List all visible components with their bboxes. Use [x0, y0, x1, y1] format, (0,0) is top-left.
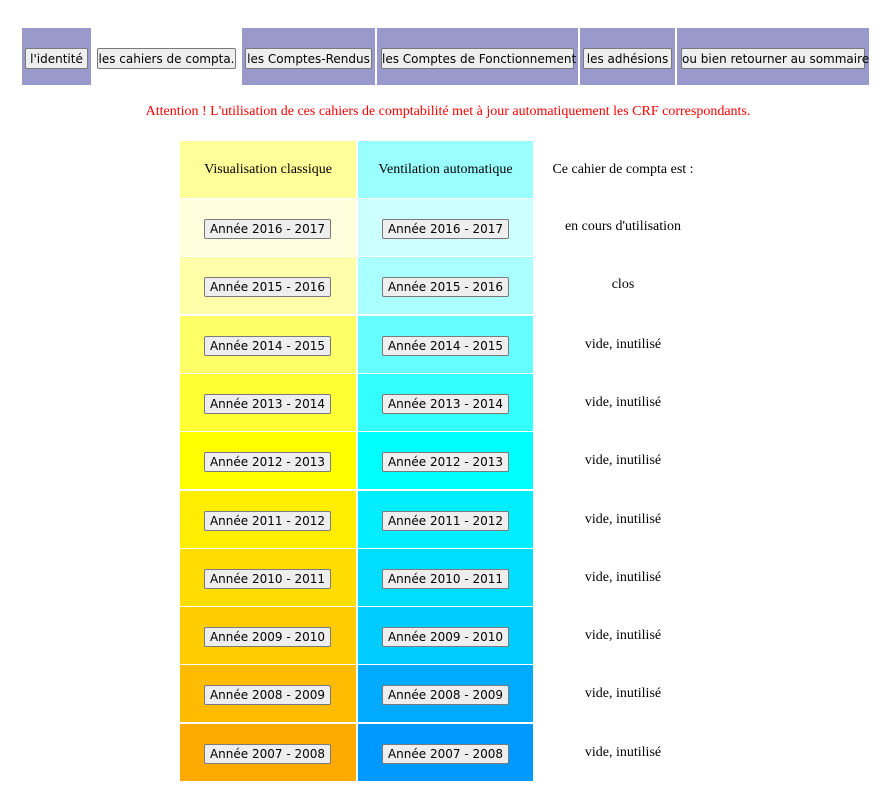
year-ventilation-button[interactable]: Année 2010 - 2011	[382, 569, 509, 589]
year-classique-button[interactable]: Année 2016 - 2017	[204, 219, 331, 239]
table-row: Année 2013 - 2014 Année 2013 - 2014 vide, …	[180, 374, 713, 431]
table-row: Année 2011 - 2012 Année 2011 - 2012 vide, …	[180, 491, 713, 548]
cell-ventilation-automatique: Année 2012 - 2013	[358, 432, 533, 489]
year-classique-button[interactable]: Année 2008 - 2009	[204, 685, 331, 705]
nav-adhesions-button[interactable]: les adhésions	[583, 48, 672, 69]
year-classique-button[interactable]: Année 2012 - 2013	[204, 452, 331, 472]
cell-visualisation-classique: Année 2008 - 2009	[180, 665, 356, 722]
cell-visualisation-classique: Année 2014 - 2015	[180, 316, 356, 373]
cell-visualisation-classique: Année 2013 - 2014	[180, 374, 356, 431]
year-ventilation-button[interactable]: Année 2013 - 2014	[382, 394, 509, 414]
table-row: Année 2012 - 2013 Année 2012 - 2013 vide, …	[180, 432, 713, 489]
nav-comptes-rendus-button[interactable]: les Comptes-Rendus	[245, 48, 372, 69]
cell-visualisation-classique: Année 2012 - 2013	[180, 432, 356, 489]
attention-message: Attention ! L'utilisation de ces cahiers…	[145, 104, 751, 119]
header-ventilation-automatique: Ventilation automatique	[358, 141, 533, 198]
status-text: clos	[611, 277, 635, 292]
cell-visualisation-classique: Année 2007 - 2008	[180, 724, 356, 781]
table-row: Année 2009 - 2010 Année 2009 - 2010 vide, …	[180, 607, 713, 664]
table-row: Année 2015 - 2016 Année 2015 - 2016 clos	[180, 257, 713, 314]
cell-visualisation-classique: Année 2015 - 2016	[180, 257, 356, 314]
year-ventilation-button[interactable]: Année 2015 - 2016	[382, 277, 509, 297]
status-text: vide, inutilisé	[584, 336, 662, 352]
top-navigation: l'identité les cahiers de compta. les Co…	[22, 28, 869, 85]
status-text: vide, inutilisé	[584, 744, 662, 760]
status-text: vide, inutilisé	[584, 569, 662, 585]
header-visualisation-classique: Visualisation classique	[180, 141, 356, 198]
status-text: vide, inutilisé	[584, 511, 662, 527]
year-classique-button[interactable]: Année 2014 - 2015	[204, 336, 331, 356]
cell-ventilation-automatique: Année 2011 - 2012	[358, 491, 533, 548]
status-text: vide, inutilisé	[584, 685, 662, 701]
table-row: Année 2016 - 2017 Année 2016 - 2017 en cou…	[180, 199, 713, 256]
year-ventilation-button[interactable]: Année 2009 - 2010	[382, 627, 509, 647]
table-row: Année 2008 - 2009 Année 2008 - 2009 vide, …	[180, 665, 713, 722]
nav-cahiers-button[interactable]: les cahiers de compta.	[97, 48, 236, 69]
cell-visualisation-classique: Année 2010 - 2011	[180, 549, 356, 606]
nav-sommaire-button[interactable]: ou bien retourner au sommaire	[681, 48, 869, 69]
cell-ventilation-automatique: Année 2007 - 2008	[358, 724, 533, 781]
table-row: Année 2010 - 2011 Année 2010 - 2011 vide, …	[180, 549, 713, 606]
cell-ventilation-automatique: Année 2015 - 2016	[358, 257, 533, 314]
table-row: Année 2014 - 2015 Année 2014 - 2015 vide, …	[180, 316, 713, 373]
status-text: vide, inutilisé	[584, 627, 662, 643]
year-ventilation-button[interactable]: Année 2011 - 2012	[382, 511, 509, 531]
year-classique-button[interactable]: Année 2015 - 2016	[204, 277, 331, 297]
year-ventilation-button[interactable]: Année 2016 - 2017	[382, 219, 509, 239]
year-ventilation-button[interactable]: Année 2014 - 2015	[382, 336, 509, 356]
nav-identite-button[interactable]: l'identité	[25, 48, 88, 69]
nav-cell-identite: l'identité	[22, 28, 91, 85]
cell-ventilation-automatique: Année 2014 - 2015	[358, 316, 533, 373]
table-row: Année 2007 - 2008 Année 2007 - 2008 vide, …	[180, 724, 713, 781]
nav-cell-cahiers: les cahiers de compta.	[93, 28, 240, 85]
cell-visualisation-classique: Année 2016 - 2017	[180, 199, 356, 256]
cell-visualisation-classique: Année 2011 - 2012	[180, 491, 356, 548]
year-classique-button[interactable]: Année 2009 - 2010	[204, 627, 331, 647]
cell-ventilation-automatique: Année 2016 - 2017	[358, 199, 533, 256]
year-ventilation-button[interactable]: Année 2007 - 2008	[382, 744, 509, 764]
cell-ventilation-automatique: Année 2010 - 2011	[358, 549, 533, 606]
nav-cell-sommaire: ou bien retourner au sommaire	[677, 28, 869, 85]
year-classique-button[interactable]: Année 2010 - 2011	[204, 569, 331, 589]
year-ventilation-button[interactable]: Année 2008 - 2009	[382, 685, 509, 705]
status-text: vide, inutilisé	[584, 394, 662, 410]
status-text: en cours d'utilisation	[564, 219, 682, 234]
nav-cell-comptes-fonctionnement: les Comptes de Fonctionnement	[377, 28, 578, 85]
year-classique-button[interactable]: Année 2011 - 2012	[204, 511, 331, 531]
year-ventilation-button[interactable]: Année 2012 - 2013	[382, 452, 509, 472]
cell-ventilation-automatique: Année 2008 - 2009	[358, 665, 533, 722]
cell-ventilation-automatique: Année 2009 - 2010	[358, 607, 533, 664]
nav-comptes-fonctionnement-button[interactable]: les Comptes de Fonctionnement	[381, 48, 576, 69]
year-classique-button[interactable]: Année 2007 - 2008	[204, 744, 331, 764]
header-statut: Ce cahier de compta est :	[552, 161, 694, 177]
nav-cell-comptes-rendus: les Comptes-Rendus	[242, 28, 375, 85]
cell-ventilation-automatique: Année 2013 - 2014	[358, 374, 533, 431]
year-classique-button[interactable]: Année 2013 - 2014	[204, 394, 331, 414]
cell-visualisation-classique: Année 2009 - 2010	[180, 607, 356, 664]
status-text: vide, inutilisé	[584, 452, 662, 468]
nav-cell-adhesions: les adhésions	[580, 28, 675, 85]
